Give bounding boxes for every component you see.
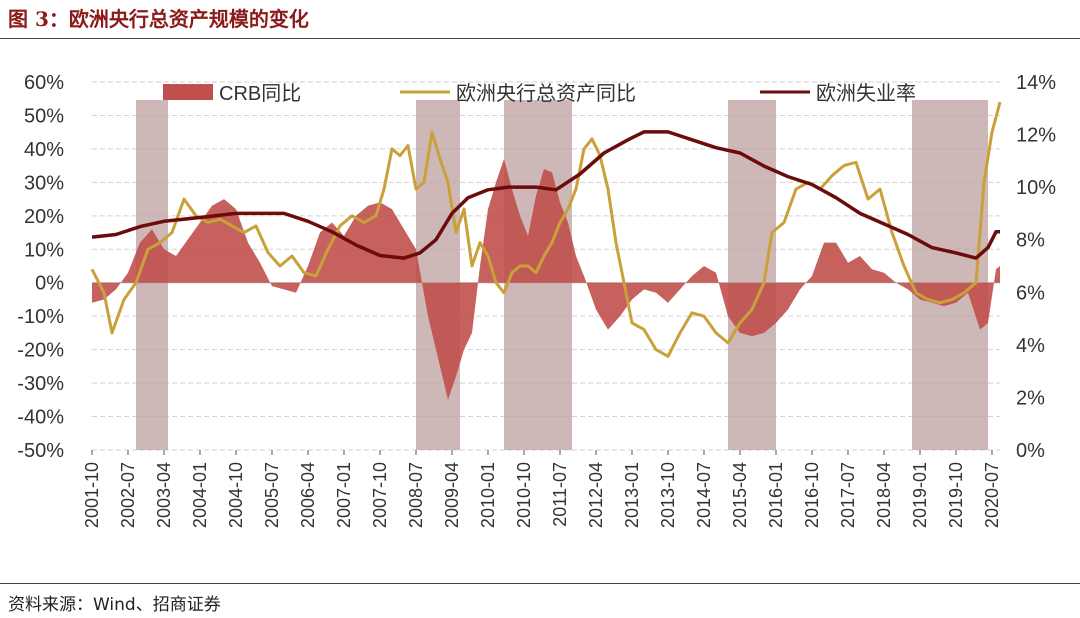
- series-unemployment-line: [91, 130, 1000, 260]
- legend-label: 欧洲央行总资产同比: [456, 82, 636, 105]
- x-tick-label: 2016-01: [766, 462, 786, 528]
- y-right-tick-label: 0%: [1016, 440, 1045, 462]
- y-right-tick-label: 8%: [1016, 230, 1045, 252]
- y-left-tick-label: 10%: [24, 239, 64, 261]
- title-divider: [0, 38, 1080, 39]
- chart: 60% 50% 40% 30% 20% 10% 0% -10% -20% -30% -40% -50%…: [17, 72, 1056, 528]
- y-right-tick-label: 2%: [1016, 387, 1045, 409]
- x-tick-label: 2020-07: [982, 462, 1002, 528]
- crb-area-layer: [92, 158, 1000, 400]
- y-right-tick-label: 10%: [1016, 177, 1056, 199]
- left-axis-ticks: 60% 50% 40% 30% 20% 10% 0% -10% -20% -30% -40% -50%: [17, 72, 64, 462]
- y-left-tick-label: 60%: [24, 72, 64, 94]
- line-layer: [90, 101, 1002, 358]
- x-tick-label: 2004-10: [226, 462, 246, 528]
- x-tick-label: 2001-10: [82, 462, 102, 528]
- x-tick-label: 2018-04: [874, 462, 894, 528]
- y-left-tick-label: 20%: [24, 206, 64, 228]
- x-tick-label: 2017-07: [838, 462, 858, 528]
- y-left-tick-label: 40%: [24, 139, 64, 161]
- x-tick-label: 2007-01: [334, 462, 354, 528]
- y-left-tick-label: -10%: [17, 306, 64, 328]
- legend-swatch: [163, 84, 213, 100]
- y-left-tick-label: -50%: [17, 440, 64, 462]
- source-divider: [0, 583, 1080, 584]
- series-crb-area: [92, 158, 1000, 400]
- x-tick-label: 2007-10: [370, 462, 390, 528]
- x-tick-label: 2013-01: [622, 462, 642, 528]
- legend: CRB同比 欧洲央行总资产同比 欧洲失业率: [163, 82, 916, 105]
- figure-title: 图 3：欧洲央行总资产规模的变化: [8, 7, 309, 31]
- y-right-tick-label: 14%: [1016, 72, 1056, 94]
- y-right-tick-label: 12%: [1016, 125, 1056, 147]
- x-tick-label: 2008-07: [406, 462, 426, 528]
- y-left-tick-label: -20%: [17, 340, 64, 362]
- legend-label: 欧洲失业率: [816, 82, 916, 105]
- series-ecb-assets-line: [90, 101, 1002, 358]
- y-left-tick-label: -30%: [17, 373, 64, 395]
- x-tick-label: 2010-01: [478, 462, 498, 528]
- x-tick-label: 2009-04: [442, 462, 462, 528]
- y-left-tick-label: 0%: [35, 273, 64, 295]
- legend-label: CRB同比: [219, 82, 301, 105]
- x-tick-label: 2016-10: [802, 462, 822, 528]
- x-tick-label: 2014-07: [694, 462, 714, 528]
- right-axis-ticks: 14% 12% 10% 8% 6% 4% 2% 0%: [1016, 72, 1056, 462]
- x-tick-label: 2012-04: [586, 462, 606, 528]
- x-tick-label: 2019-10: [946, 462, 966, 528]
- x-tick-label: 2010-10: [514, 462, 534, 528]
- x-tick-label: 2019-01: [910, 462, 930, 528]
- x-tick-label: 2004-01: [190, 462, 210, 528]
- source-note: 资料来源：Wind、招商证券: [8, 595, 221, 615]
- y-right-tick-label: 6%: [1016, 282, 1045, 304]
- x-tick-label: 2002-07: [118, 462, 138, 528]
- x-tick-label: 2013-10: [658, 462, 678, 528]
- x-tick-label: 2005-07: [262, 462, 282, 528]
- y-left-tick-label: 50%: [24, 105, 64, 127]
- y-left-tick-label: 30%: [24, 172, 64, 194]
- x-tick-label: 2015-04: [730, 462, 750, 528]
- x-axis-ticks: 2001-10 2002-07 2003-04 2004-01 2004-10 2005-…: [82, 450, 1002, 528]
- x-tick-label: 2003-04: [154, 462, 174, 528]
- x-tick-label: 2006-04: [298, 462, 318, 528]
- shaded-period: [416, 100, 460, 450]
- x-tick-label: 2011-07: [550, 462, 570, 527]
- y-left-tick-label: -40%: [17, 407, 64, 429]
- y-right-tick-label: 4%: [1016, 335, 1045, 357]
